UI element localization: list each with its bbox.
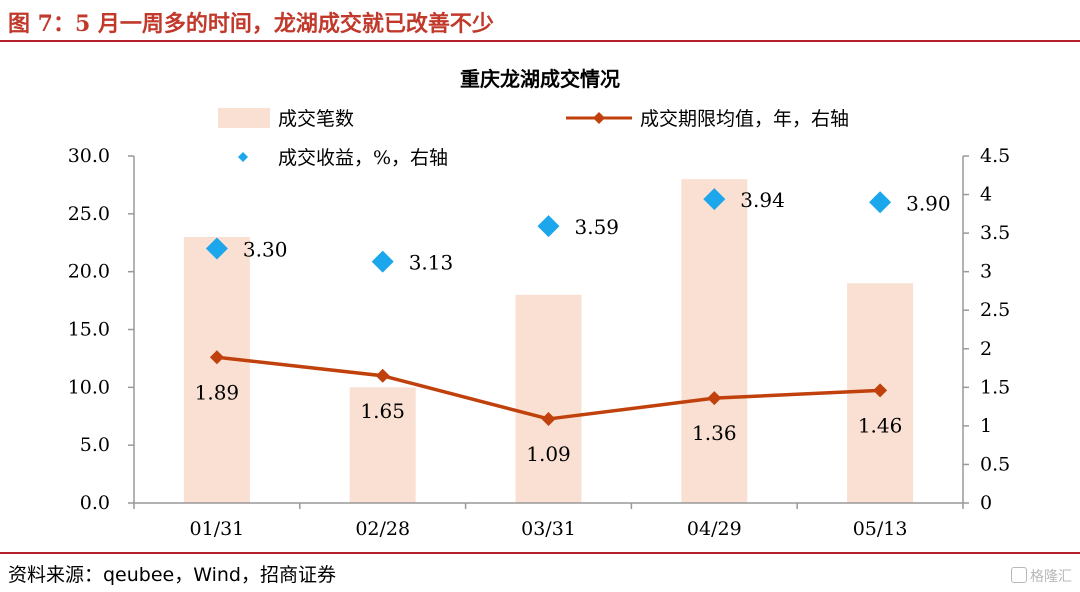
x-tick-label: 05/13 <box>853 518 908 540</box>
duration-label: 1.46 <box>858 413 903 437</box>
scatter-series: 3.30 3.13 3.59 3.94 3.90 <box>205 188 951 275</box>
x-tick-label: 03/31 <box>521 518 576 540</box>
right-tick-label: 4.5 <box>980 145 1010 167</box>
left-tick-label: 25.0 <box>68 203 110 225</box>
duration-label: 1.89 <box>195 380 240 404</box>
yield-point <box>205 237 228 260</box>
bar-03-31 <box>515 294 582 503</box>
bar-04-29 <box>681 179 748 503</box>
yield-point <box>537 215 560 238</box>
yield-label: 3.13 <box>409 251 454 275</box>
left-tick-label: 30.0 <box>68 145 110 167</box>
line-series: 1.89 1.65 1.09 1.36 1.46 <box>195 350 903 466</box>
title-rule <box>0 40 1080 42</box>
yield-label: 3.94 <box>740 188 785 212</box>
right-tick-label: 1 <box>980 415 992 437</box>
right-tick-label: 1.5 <box>980 376 1010 398</box>
duration-label: 1.09 <box>526 442 571 466</box>
right-tick-label: 2 <box>980 338 992 360</box>
watermark-logo-icon <box>1011 567 1027 583</box>
x-tick-label: 04/29 <box>687 518 742 540</box>
yield-point <box>869 191 892 214</box>
right-tick-label: 2.5 <box>980 299 1010 321</box>
source-rule <box>0 552 1080 554</box>
legend-swatch-bar <box>218 108 270 128</box>
right-tick-label: 3.5 <box>980 222 1010 244</box>
right-tick-label: 3 <box>980 261 992 283</box>
yield-label: 3.90 <box>906 191 951 215</box>
left-tick-label: 0.0 <box>80 492 110 514</box>
legend-label-bar: 成交笔数 <box>278 108 354 130</box>
x-tick-label: 02/28 <box>355 518 410 540</box>
legend-label-scatter: 成交收益，%，右轴 <box>278 147 448 169</box>
duration-label: 1.36 <box>692 421 737 445</box>
bar-02-28 <box>349 387 416 503</box>
source-note: 资料来源：qeubee，Wind，招商证券 <box>8 564 336 586</box>
x-tick-label: 01/31 <box>190 518 245 540</box>
legend-swatch-scatter <box>238 152 248 162</box>
duration-label: 1.65 <box>360 399 405 423</box>
duration-point <box>375 368 390 383</box>
duration-point <box>209 350 224 365</box>
duration-point <box>707 391 722 406</box>
chart-title: 重庆龙湖成交情况 <box>460 67 620 91</box>
right-tick-label: 0 <box>980 492 992 514</box>
watermark: 格隆汇 <box>1011 566 1072 586</box>
left-tick-label: 20.0 <box>68 261 110 283</box>
left-tick-label: 10.0 <box>68 376 110 398</box>
axes: 0.0 5.0 10.0 15.0 20.0 25.0 30.0 0 0.5 1 1.5 2 2.5 3 3… <box>68 145 1011 540</box>
left-tick-label: 15.0 <box>68 319 110 341</box>
right-tick-label: 0.5 <box>980 453 1010 475</box>
bar-01-31 <box>183 236 250 503</box>
right-tick-label: 4 <box>980 184 992 206</box>
yield-point <box>703 188 726 211</box>
yield-label: 3.30 <box>243 238 288 262</box>
legend-swatch-line-marker <box>593 112 605 124</box>
left-tick-label: 5.0 <box>80 434 110 456</box>
watermark-text: 格隆汇 <box>1030 569 1072 585</box>
yield-point <box>371 250 394 273</box>
duration-point <box>873 383 888 398</box>
figure-title: 图 7：5 月一周多的时间，龙湖成交就已改善不少 <box>8 11 494 37</box>
duration-point <box>541 411 556 426</box>
yield-label: 3.59 <box>575 215 620 239</box>
legend-label-line: 成交期限均值，年，右轴 <box>640 108 849 130</box>
